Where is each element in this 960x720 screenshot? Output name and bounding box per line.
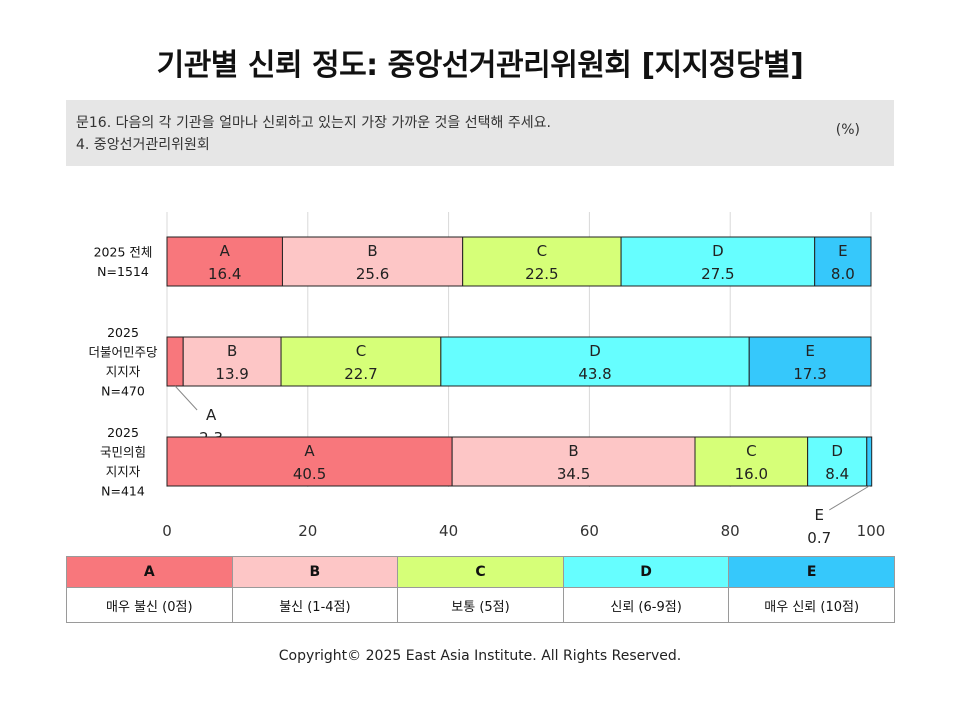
segment-value-label: 0.7 — [807, 529, 831, 547]
bar-segment — [807, 436, 868, 487]
unit-label: (%) — [835, 122, 860, 138]
segment-value-label: 22.7 — [344, 365, 377, 383]
segment-value-label: 16.4 — [208, 265, 241, 283]
segment-value-label: 43.8 — [578, 365, 611, 383]
segment-name-label: E — [838, 242, 847, 260]
legend-key-e: E — [728, 556, 895, 588]
category-label: N=470 — [101, 383, 145, 398]
legend-desc-e: 매우 신뢰 (10점) — [728, 587, 895, 623]
category-label: N=1514 — [97, 264, 149, 279]
segment-name-label: D — [712, 242, 724, 260]
segment-value-label: 27.5 — [701, 265, 734, 283]
bar-segment — [814, 236, 872, 287]
segment-value-label: 25.6 — [356, 265, 389, 283]
bar-segment — [280, 336, 442, 387]
bar-segment — [182, 336, 282, 387]
legend-desc-a: 매우 불신 (0점) — [66, 587, 233, 623]
bar-segment — [166, 436, 453, 487]
segment-name-label: D — [589, 342, 601, 360]
category-label: 더불어민주당 — [88, 344, 158, 359]
legend-desc-c: 보통 (5점) — [397, 587, 564, 623]
x-tick-label: 60 — [580, 522, 599, 540]
segment-value-label: 8.0 — [831, 265, 855, 283]
category-label: 지지자 — [106, 364, 141, 379]
x-tick-label: 0 — [162, 522, 172, 540]
segment-name-label: B — [227, 342, 237, 360]
bar-segment — [166, 336, 184, 387]
x-tick-label: 40 — [439, 522, 458, 540]
segment-name-label: A — [206, 406, 217, 424]
bar-segment — [694, 436, 809, 487]
callout-line — [828, 485, 870, 511]
segment-value-label: 22.5 — [525, 265, 558, 283]
segment-name-label: C — [537, 242, 547, 260]
segment-value-label: 16.0 — [735, 465, 768, 483]
segment-name-label: C — [356, 342, 366, 360]
segment-name-label: C — [746, 442, 756, 460]
bar-segment — [281, 236, 464, 287]
legend-desc-d: 신뢰 (6-9점) — [562, 587, 730, 623]
question-item: 4. 중앙선거관리위원회 — [76, 137, 210, 153]
bar-segment — [866, 436, 873, 487]
segment-name-label: E — [814, 506, 823, 524]
segment-value-label: 34.5 — [557, 465, 590, 483]
segment-name-label: B — [367, 242, 377, 260]
segment-value-label: 13.9 — [215, 365, 248, 383]
segment-value-label: 17.3 — [793, 365, 826, 383]
legend-table: A B C D E 매우 불신 (0점) 불신 (1-4점) 보통 (5점) 신… — [66, 556, 895, 623]
bar-segment — [440, 336, 750, 387]
category-label: 2025 전체 — [94, 244, 153, 259]
page-title: 기관별 신뢰 정도: 중앙선거관리위원회 [지지정당별] — [156, 48, 804, 83]
legend-key-row: A B C D E — [66, 556, 895, 588]
question-box: 문16. 다음의 각 기관을 얼마나 신뢰하고 있는지 가장 가까운 것을 선택… — [66, 100, 894, 166]
segment-name-label: D — [831, 442, 843, 460]
question-text: 문16. 다음의 각 기관을 얼마나 신뢰하고 있는지 가장 가까운 것을 선택… — [76, 115, 551, 131]
x-tick-label: 80 — [721, 522, 740, 540]
legend-key-a: A — [66, 556, 233, 588]
segment-name-label: A — [220, 242, 231, 260]
legend-key-d: D — [562, 556, 730, 588]
copyright-footer: Copyright© 2025 East Asia Institute. All… — [278, 648, 682, 664]
segment-name-label: B — [568, 442, 578, 460]
bar-segment — [451, 436, 696, 487]
segment-name-label: A — [304, 442, 315, 460]
category-label: 2025 — [107, 325, 139, 340]
category-label: 국민의힘 — [100, 444, 146, 459]
category-label: N=414 — [101, 483, 145, 498]
category-label: 2025 — [107, 425, 139, 440]
bar-segment — [748, 336, 872, 387]
legend-description-row: 매우 불신 (0점) 불신 (1-4점) 보통 (5점) 신뢰 (6-9점) 매… — [66, 587, 895, 623]
segment-name-label: E — [805, 342, 814, 360]
legend-key-c: C — [397, 556, 564, 588]
segment-value-label: 40.5 — [293, 465, 326, 483]
x-tick-label: 20 — [298, 522, 317, 540]
bar-segment — [166, 236, 283, 287]
x-tick-label: 100 — [857, 522, 886, 540]
legend-key-b: B — [231, 556, 399, 588]
bar-segment — [462, 236, 622, 287]
segment-value-label: 8.4 — [825, 465, 849, 483]
legend-desc-b: 불신 (1-4점) — [231, 587, 399, 623]
callout-line — [174, 385, 198, 411]
category-label: 지지자 — [106, 464, 141, 479]
